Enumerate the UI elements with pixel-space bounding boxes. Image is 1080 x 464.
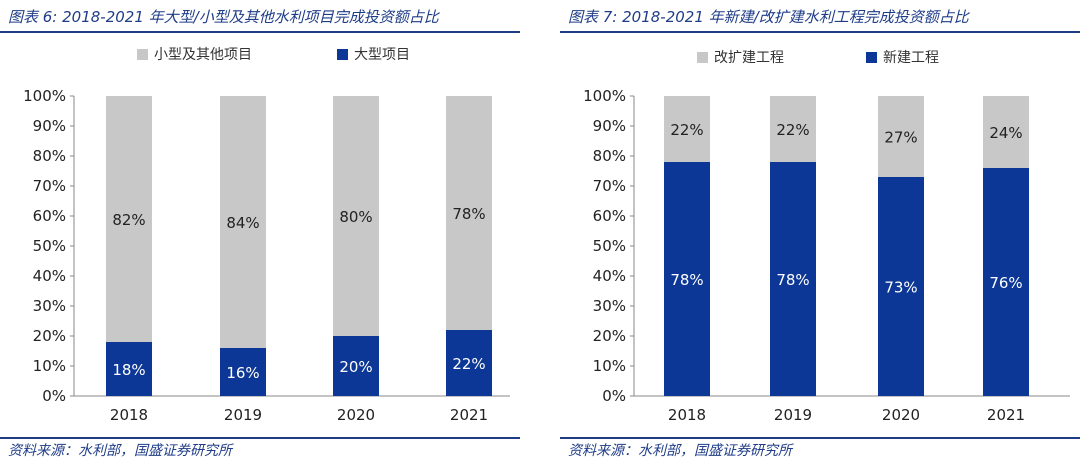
data-label: 22% bbox=[776, 121, 809, 139]
data-label: 27% bbox=[884, 129, 917, 147]
data-label: 73% bbox=[884, 279, 917, 297]
y-tick-label: 90% bbox=[33, 117, 66, 135]
bar-segment bbox=[446, 96, 492, 330]
chart-title: 图表 7: 2018-2021 年新建/改扩建水利工程完成投资额占比 bbox=[568, 8, 969, 26]
bar-segment bbox=[664, 96, 710, 162]
data-label: 76% bbox=[989, 274, 1022, 292]
data-label: 78% bbox=[452, 205, 485, 223]
y-tick-label: 40% bbox=[33, 267, 66, 285]
x-tick-label: 2018 bbox=[110, 406, 148, 424]
legend-swatch bbox=[866, 52, 877, 63]
source-note: 资料来源：水利部，国盛证券研究所 bbox=[8, 443, 232, 459]
y-tick-label: 90% bbox=[593, 117, 626, 135]
y-tick-label: 30% bbox=[33, 297, 66, 315]
y-tick-label: 100% bbox=[583, 87, 626, 105]
y-tick-label: 0% bbox=[602, 387, 626, 405]
y-tick-label: 10% bbox=[33, 357, 66, 375]
bar-segment bbox=[878, 177, 924, 396]
y-tick-label: 20% bbox=[593, 327, 626, 345]
x-tick-label: 2019 bbox=[774, 406, 812, 424]
x-tick-label: 2021 bbox=[450, 406, 488, 424]
source-rule bbox=[560, 437, 1080, 439]
bar-segment bbox=[878, 96, 924, 177]
x-tick-label: 2019 bbox=[224, 406, 262, 424]
legend-swatch bbox=[337, 49, 348, 60]
data-label: 24% bbox=[989, 124, 1022, 142]
bar-segment bbox=[220, 348, 266, 396]
legend-swatch bbox=[137, 49, 148, 60]
y-tick-label: 10% bbox=[593, 357, 626, 375]
title-rule bbox=[560, 31, 1080, 33]
y-tick-label: 60% bbox=[33, 207, 66, 225]
legend-label: 大型项目 bbox=[354, 47, 410, 63]
legend-swatch bbox=[697, 52, 708, 63]
title-rule bbox=[0, 31, 520, 33]
data-label: 78% bbox=[776, 271, 809, 289]
data-label: 16% bbox=[226, 364, 259, 382]
y-tick-label: 80% bbox=[33, 147, 66, 165]
bar-segment bbox=[983, 96, 1029, 168]
bar-segment bbox=[106, 342, 152, 396]
y-tick-label: 70% bbox=[593, 177, 626, 195]
data-label: 22% bbox=[452, 355, 485, 373]
y-tick-label: 40% bbox=[593, 267, 626, 285]
chart-title: 图表 6: 2018-2021 年大型/小型及其他水利项目完成投资额占比 bbox=[8, 8, 439, 26]
chart-panel-6: 图表 6: 2018-2021 年大型/小型及其他水利项目完成投资额占比 0% 1… bbox=[0, 0, 520, 464]
y-tick-label: 30% bbox=[593, 297, 626, 315]
legend-label: 新建工程 bbox=[883, 50, 939, 66]
y-tick-label: 20% bbox=[33, 327, 66, 345]
x-tick-label: 2020 bbox=[882, 406, 920, 424]
chart-6: 0% 10% 20% 30% 40% 50% 60% 70% 80% 90% 100% 18% 82% 2… bbox=[23, 47, 510, 424]
x-tick-label: 2020 bbox=[337, 406, 375, 424]
bar-segment bbox=[770, 96, 816, 162]
data-label: 80% bbox=[339, 208, 372, 226]
chart-7: 0% 10% 20% 30% 40% 50% 60% 70% 80% 90% 100% 78% 22% 2… bbox=[583, 50, 1070, 424]
y-tick-label: 50% bbox=[33, 237, 66, 255]
x-tick-label: 2021 bbox=[987, 406, 1025, 424]
bar-segment bbox=[770, 162, 816, 396]
bar-segment bbox=[664, 162, 710, 396]
source-rule bbox=[0, 437, 520, 439]
bar-segment bbox=[106, 96, 152, 342]
data-label: 20% bbox=[339, 358, 372, 376]
y-tick-label: 60% bbox=[593, 207, 626, 225]
bar-segment bbox=[446, 330, 492, 396]
bar-segment bbox=[333, 336, 379, 396]
chart-panel-7: 图表 7: 2018-2021 年新建/改扩建水利工程完成投资额占比 0% 10%… bbox=[560, 0, 1080, 464]
source-note: 资料来源：水利部，国盛证券研究所 bbox=[568, 443, 792, 459]
data-label: 82% bbox=[112, 211, 145, 229]
data-label: 84% bbox=[226, 214, 259, 232]
legend-label: 改扩建工程 bbox=[714, 50, 784, 66]
bar-segment bbox=[983, 168, 1029, 396]
data-label: 22% bbox=[670, 121, 703, 139]
legend-label: 小型及其他项目 bbox=[154, 47, 252, 63]
y-tick-label: 100% bbox=[23, 87, 66, 105]
bar-segment bbox=[333, 96, 379, 336]
data-label: 78% bbox=[670, 271, 703, 289]
y-tick-label: 0% bbox=[42, 387, 66, 405]
y-tick-label: 80% bbox=[593, 147, 626, 165]
y-tick-label: 70% bbox=[33, 177, 66, 195]
x-tick-label: 2018 bbox=[668, 406, 706, 424]
bar-segment bbox=[220, 96, 266, 348]
data-label: 18% bbox=[112, 361, 145, 379]
y-tick-label: 50% bbox=[593, 237, 626, 255]
